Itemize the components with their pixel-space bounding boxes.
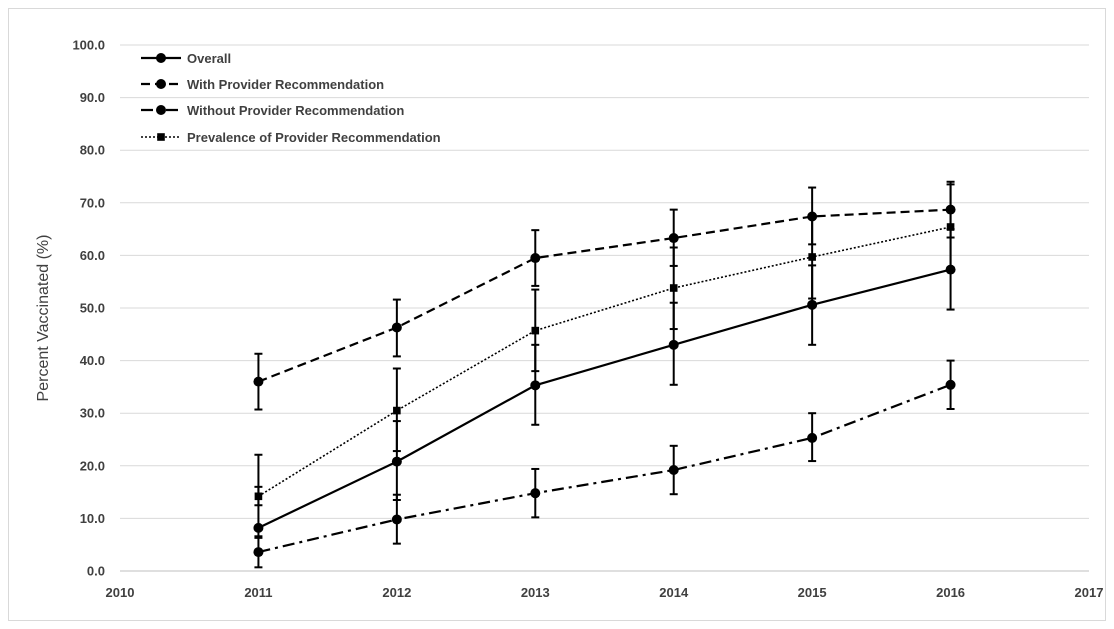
y-tick-label: 90.0: [80, 90, 105, 105]
series-line: [258, 226, 951, 497]
data-point: [669, 284, 678, 292]
legend-label: Prevalence of Provider Recommendation: [187, 130, 441, 145]
y-tick-label: 50.0: [80, 301, 105, 316]
data-point: [530, 488, 541, 499]
data-point: [807, 299, 818, 310]
legend-label: Overall: [187, 51, 231, 66]
y-tick-labels: 0.0 10.0 20.0 30.0 40.0 50.0 60.0 70.0 80.0 90.0 1…: [72, 38, 105, 579]
series: [253, 183, 956, 411]
y-tick-label: 20.0: [80, 458, 105, 473]
data-point: [253, 376, 264, 387]
data-point: [807, 432, 818, 443]
y-tick-label: 10.0: [80, 511, 105, 526]
x-tick-label: 2011: [244, 585, 272, 600]
data-point: [393, 406, 401, 415]
data-point: [668, 339, 679, 350]
data-point: [808, 253, 816, 261]
series: [253, 228, 956, 539]
series-line: [257, 268, 951, 529]
data-point: [156, 53, 166, 63]
data-point: [253, 522, 264, 533]
y-tick-label: 30.0: [80, 406, 105, 421]
y-tick-label: 40.0: [80, 353, 105, 368]
series: [254, 180, 955, 507]
data-point: [253, 547, 264, 558]
gridlines: [120, 44, 1089, 519]
x-tick-label: 2016: [936, 585, 965, 600]
data-point: [668, 233, 679, 244]
data-point: [668, 465, 679, 476]
legend: Overall With Provider Recommendation Witho…: [141, 51, 441, 145]
x-tick-labels: 2010 2011 2012 2013 2014 2015 2016 2017: [106, 585, 1104, 600]
y-tick-label: 60.0: [80, 248, 105, 263]
legend-item: Prevalence of Provider Recommendation: [141, 130, 441, 145]
legend-label: With Provider Recommendation: [187, 77, 384, 92]
data-point: [946, 223, 955, 231]
y-tick-label: 80.0: [80, 143, 105, 158]
y-tick-label: 100.0: [72, 38, 105, 53]
x-tick-label: 2010: [106, 585, 135, 600]
data-point: [254, 492, 263, 501]
legend-item: With Provider Recommendation: [141, 77, 384, 92]
series-group: [253, 180, 956, 569]
y-axis-title: Percent Vaccinated (%): [35, 235, 52, 402]
x-tick-label: 2017: [1075, 585, 1104, 600]
data-point: [391, 456, 402, 467]
data-point: [530, 253, 541, 264]
y-tick-label: 70.0: [80, 195, 105, 210]
data-point: [530, 380, 541, 391]
series: [253, 359, 956, 569]
chart-frame: [8, 8, 1106, 621]
data-point: [156, 105, 166, 115]
x-tick-label: 2014: [659, 585, 689, 600]
legend-label: Without Provider Recommendation: [187, 103, 404, 118]
series-line: [258, 208, 951, 383]
x-tick-label: 2013: [521, 585, 550, 600]
y-tick-label: 0.0: [87, 564, 105, 579]
data-point: [391, 322, 402, 333]
data-point: [945, 379, 956, 390]
x-tick-label: 2015: [798, 585, 827, 600]
series-line: [258, 383, 951, 554]
data-point: [531, 326, 540, 335]
legend-item: Overall: [141, 51, 231, 66]
data-point: [156, 79, 166, 89]
data-point: [391, 514, 402, 525]
x-tick-label: 2012: [382, 585, 411, 600]
legend-item: Without Provider Recommendation: [141, 103, 404, 118]
data-point: [157, 133, 165, 141]
